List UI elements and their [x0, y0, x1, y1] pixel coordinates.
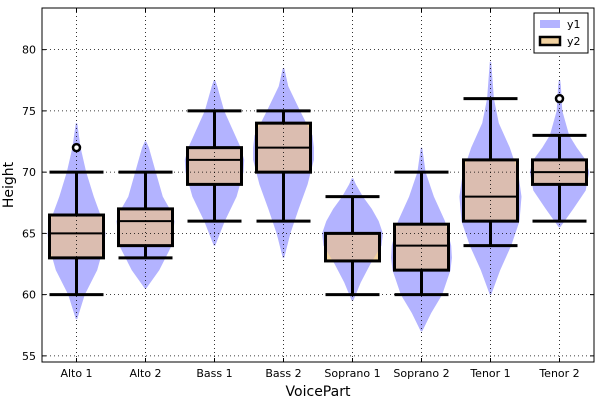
- legend-swatch-y1: [540, 20, 560, 28]
- xtick-label-5: Soprano 1: [324, 367, 380, 380]
- x-ticks: Alto 1 Alto 2 Bass 1 Bass 2 Soprano 1 Soprano…: [60, 8, 580, 380]
- flier-8-1: [554, 93, 565, 104]
- grid-layer: [42, 8, 594, 362]
- y-axis-title: Height: [1, 161, 17, 208]
- ytick-label-75: 75: [22, 105, 36, 118]
- ytick-label-65: 65: [22, 227, 36, 240]
- box-overlap-6: [394, 224, 449, 271]
- legend-label-y1: y1: [567, 18, 581, 31]
- xtick-label-2: Alto 2: [129, 367, 161, 380]
- flier-1-1: [71, 142, 82, 153]
- ytick-label-80: 80: [22, 44, 36, 57]
- xtick-label-4: Bass 2: [265, 367, 301, 380]
- median-layer: [49, 146, 587, 247]
- xtick-label-1: Alto 1: [60, 367, 92, 380]
- box-overlap-2: [118, 208, 173, 246]
- flier-layer: [71, 93, 565, 153]
- legend-swatch-y2: [538, 35, 562, 47]
- xtick-label-7: Tenor 1: [469, 367, 510, 380]
- x-axis-title: VoicePart: [286, 384, 351, 400]
- box-overlap-3: [187, 147, 242, 185]
- y-ticks: 55 60 65 70 75 80: [22, 44, 594, 363]
- xtick-label-3: Bass 1: [196, 367, 232, 380]
- ytick-label-70: 70: [22, 166, 36, 179]
- legend-frame: [533, 12, 589, 54]
- plot-frame: [41, 7, 595, 363]
- ytick-label-60: 60: [22, 289, 36, 302]
- legend: y1 y2: [533, 12, 589, 54]
- ytick-label-55: 55: [22, 350, 36, 363]
- xtick-label-8: Tenor 2: [538, 367, 579, 380]
- box-overlap-7: [463, 159, 518, 222]
- legend-label-y2: y2: [567, 35, 581, 48]
- xtick-label-6: Soprano 2: [393, 367, 449, 380]
